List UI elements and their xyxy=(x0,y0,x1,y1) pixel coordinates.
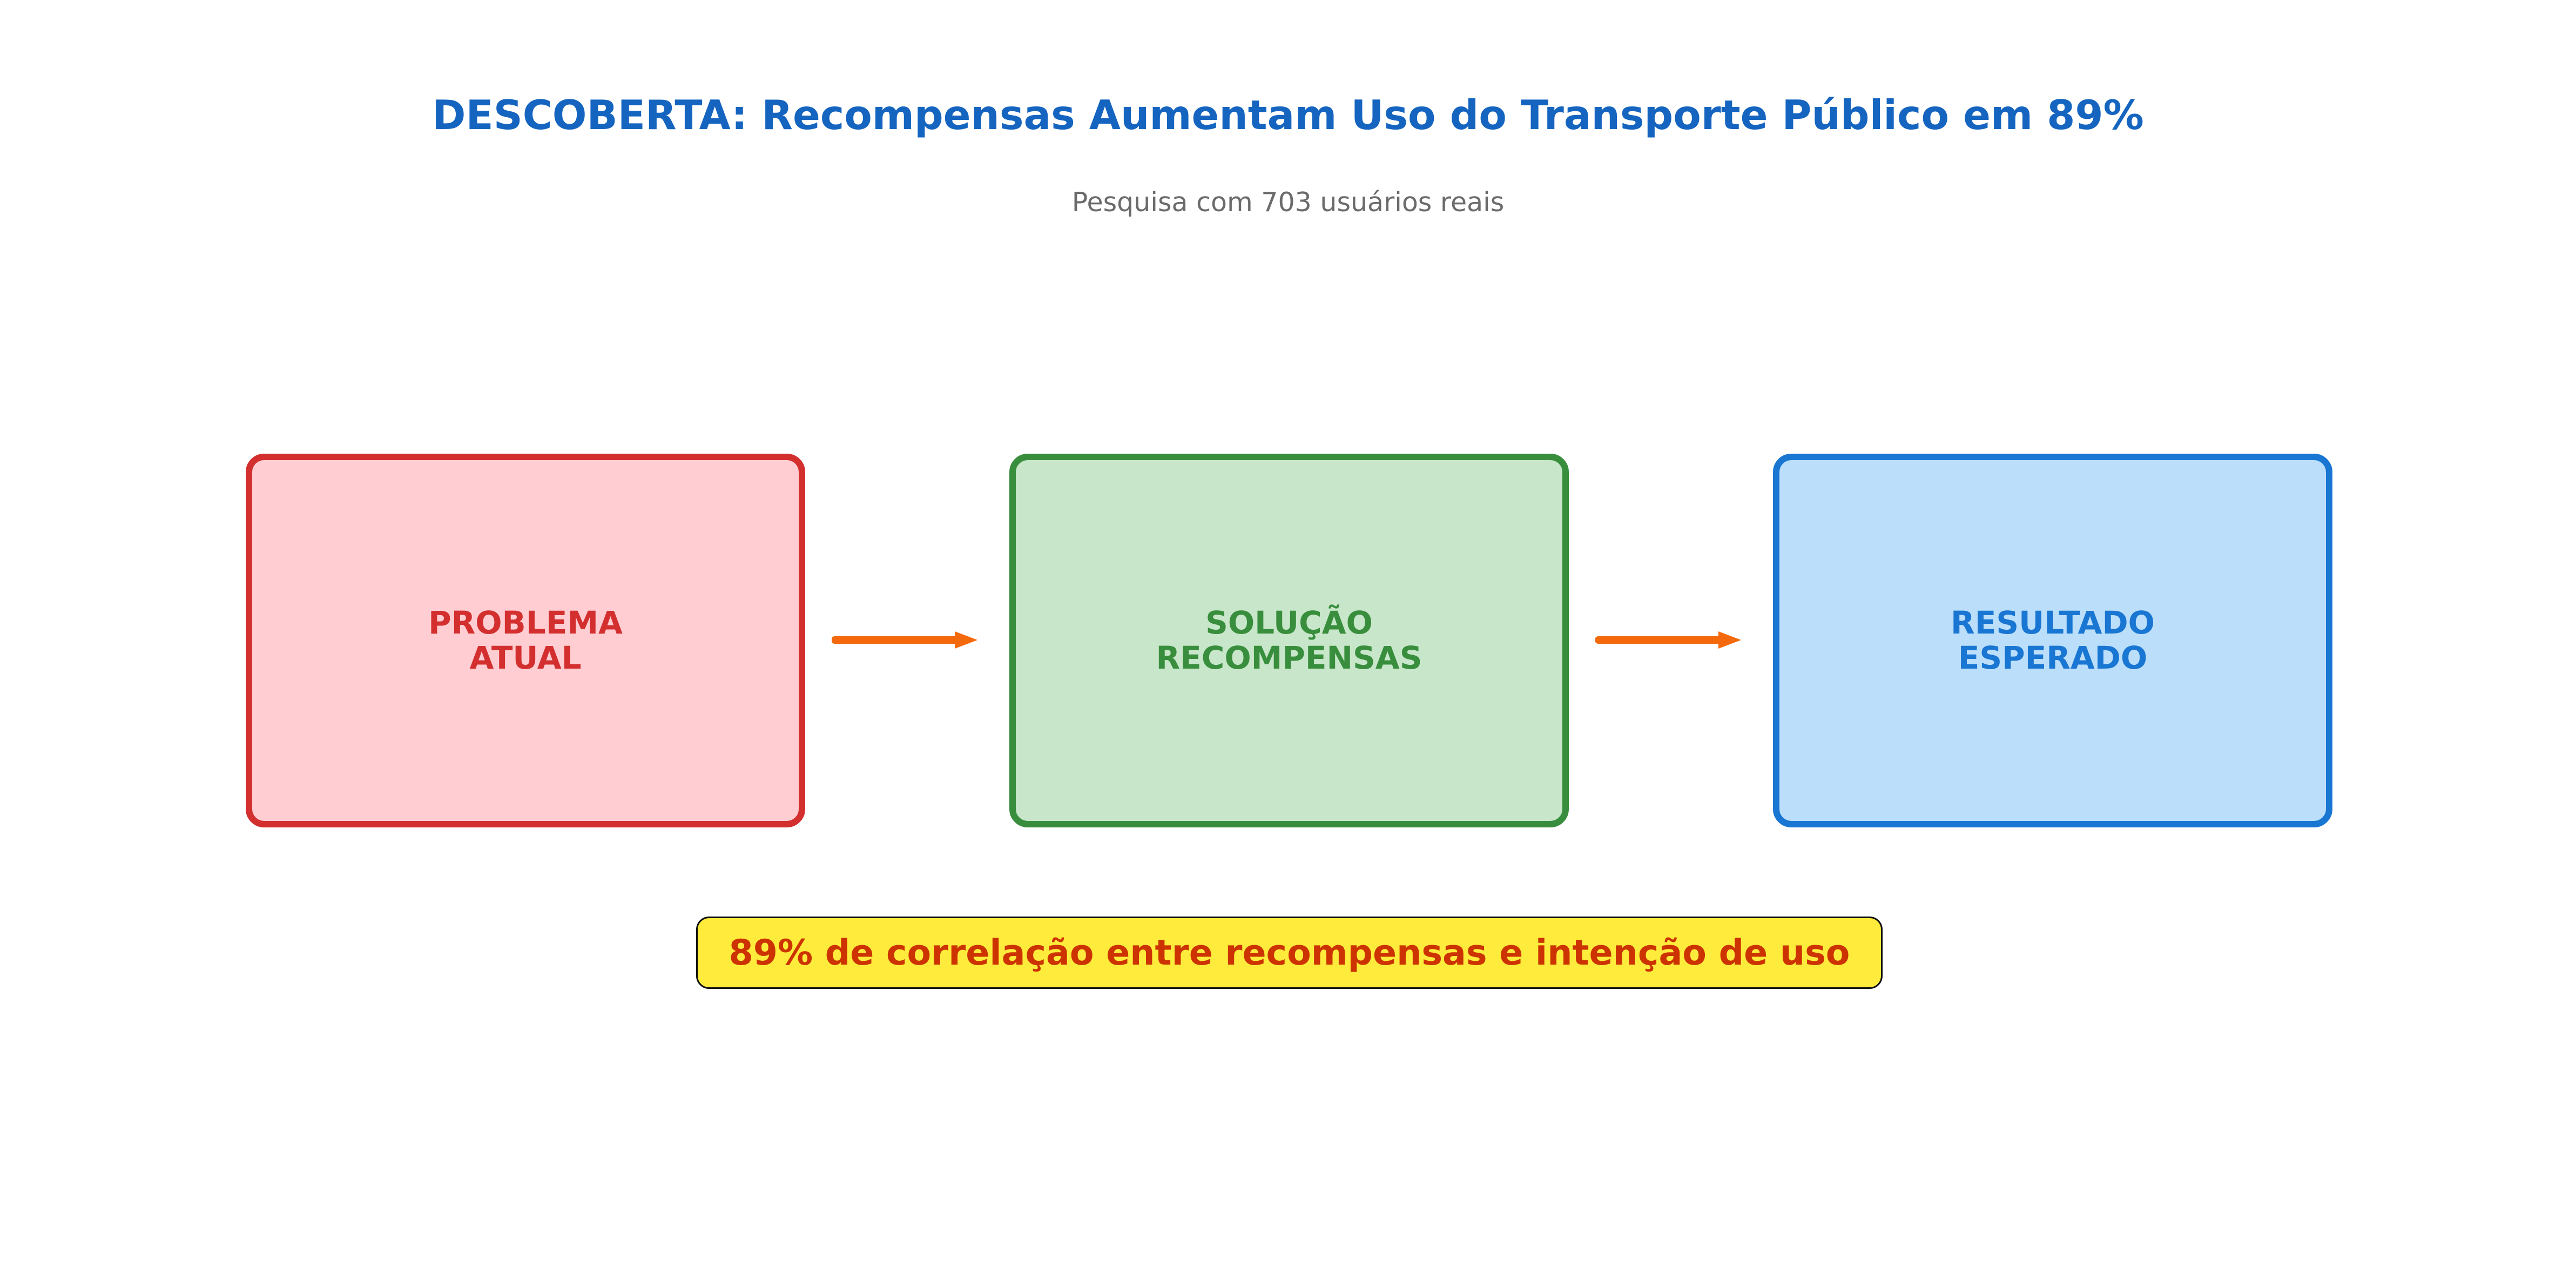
arrow-right-icon xyxy=(1595,631,1741,649)
problem-box: PROBLEMA ATUAL xyxy=(246,454,805,827)
arrow-right-icon xyxy=(832,631,977,649)
correlation-callout: 89% de correlação entre recompensas e in… xyxy=(696,917,1883,989)
page-title: DESCOBERTA: Recompensas Aumentam Uso do … xyxy=(432,91,2144,139)
result-box: RESULTADO ESPERADO xyxy=(1773,454,2332,827)
page-subtitle: Pesquisa com 703 usuários reais xyxy=(1071,187,1505,218)
solution-box: SOLUÇÃO RECOMPENSAS xyxy=(1009,454,1569,827)
solution-box-label: SOLUÇÃO RECOMPENSAS xyxy=(1156,604,1422,676)
result-box-label: RESULTADO ESPERADO xyxy=(1951,604,2155,676)
problem-box-label: PROBLEMA ATUAL xyxy=(428,604,623,676)
